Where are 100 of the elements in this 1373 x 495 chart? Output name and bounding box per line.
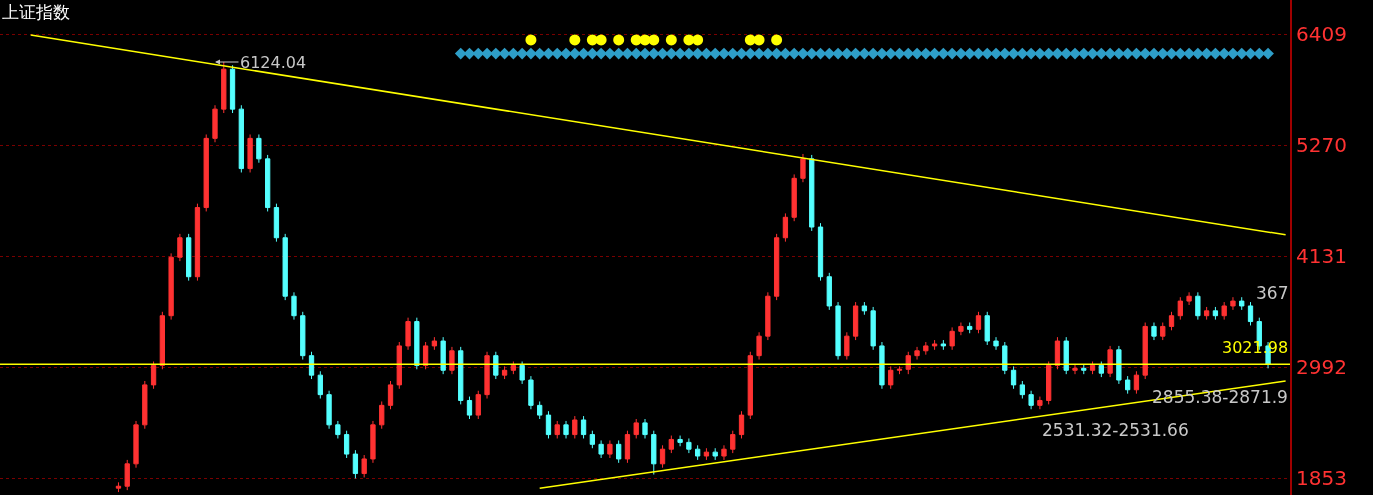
candlestick bbox=[493, 351, 499, 380]
candlestick bbox=[572, 415, 578, 439]
candlestick bbox=[168, 252, 174, 321]
candlestick bbox=[721, 444, 727, 461]
candlestick bbox=[229, 64, 236, 114]
y-tick-label: 6409 bbox=[1296, 22, 1347, 47]
candlestick bbox=[993, 336, 999, 351]
candlestick bbox=[791, 173, 797, 222]
candlestick bbox=[256, 133, 262, 164]
candlestick bbox=[1125, 375, 1131, 395]
candlestick bbox=[923, 341, 929, 356]
candlestick bbox=[475, 390, 481, 420]
candlestick bbox=[1221, 301, 1227, 321]
candlestick bbox=[247, 133, 253, 173]
candlestick bbox=[651, 430, 657, 476]
candlestick bbox=[1054, 336, 1061, 370]
candlestick bbox=[624, 430, 631, 464]
candlestick bbox=[194, 203, 201, 282]
candlestick bbox=[159, 311, 165, 370]
candlestick bbox=[940, 339, 947, 351]
candlestick bbox=[1133, 370, 1140, 395]
candlestick bbox=[1177, 296, 1183, 321]
candlestick bbox=[686, 437, 692, 454]
candlestick bbox=[642, 418, 648, 439]
candlestick bbox=[1072, 363, 1078, 375]
candlestick bbox=[221, 61, 227, 114]
annotation: 6124.04 bbox=[240, 53, 307, 72]
candlestick bbox=[879, 341, 885, 390]
candlestick bbox=[1212, 306, 1219, 321]
candlestick bbox=[273, 203, 280, 243]
candlestick bbox=[598, 439, 604, 459]
candlestick bbox=[817, 222, 824, 282]
annotation: 2531.32-2531.66 bbox=[1042, 420, 1189, 440]
candlestick bbox=[958, 322, 964, 336]
candlestick bbox=[984, 311, 990, 346]
candlestick bbox=[1142, 322, 1148, 380]
candlestick bbox=[826, 272, 832, 311]
candlestick bbox=[1247, 301, 1254, 326]
candlestick bbox=[809, 154, 815, 232]
candlestick bbox=[414, 317, 420, 370]
candlestick bbox=[519, 361, 525, 385]
candlestick bbox=[756, 331, 762, 361]
candlestick bbox=[695, 444, 701, 461]
candlestick bbox=[1107, 345, 1113, 378]
candlestick bbox=[659, 444, 666, 469]
candlestick bbox=[1195, 291, 1201, 321]
candlestick bbox=[1019, 380, 1025, 400]
candlestick bbox=[484, 351, 490, 400]
candlestick bbox=[888, 365, 894, 390]
candlestick bbox=[537, 400, 543, 420]
candlestick bbox=[1116, 345, 1122, 385]
candlestick bbox=[782, 212, 789, 243]
candlestick bbox=[1203, 306, 1210, 321]
y-tick-label: 5270 bbox=[1296, 133, 1347, 158]
candlestick bbox=[317, 370, 323, 400]
candlestick bbox=[545, 410, 552, 439]
candlestick bbox=[133, 420, 139, 469]
candlestick bbox=[563, 420, 569, 439]
candlestick bbox=[124, 459, 130, 491]
candlestick bbox=[738, 410, 745, 439]
candlestick bbox=[1160, 322, 1166, 341]
candlestick bbox=[1098, 361, 1104, 378]
candlestick bbox=[528, 375, 534, 410]
candlestick bbox=[142, 380, 148, 430]
candlestick bbox=[712, 447, 718, 461]
candlestick bbox=[1063, 336, 1069, 375]
annotation: 2855.38-2871.9 bbox=[1152, 387, 1288, 407]
candlestick bbox=[835, 301, 841, 361]
y-tick-label: 1853 bbox=[1296, 466, 1347, 491]
candlestick bbox=[870, 306, 876, 351]
candlestick bbox=[1037, 396, 1043, 410]
candlestick bbox=[361, 454, 367, 478]
chart-title: 上证指数 bbox=[2, 2, 70, 22]
candlestick bbox=[931, 339, 938, 351]
candlestick bbox=[265, 154, 271, 212]
candlestick bbox=[282, 233, 288, 301]
candlestick bbox=[396, 341, 402, 390]
candlestick bbox=[1028, 390, 1034, 410]
candlestick bbox=[730, 430, 736, 454]
candlestick bbox=[703, 447, 710, 461]
candlestick bbox=[607, 439, 613, 459]
y-tick-label: 2992 bbox=[1296, 355, 1347, 380]
candlestick bbox=[449, 346, 455, 375]
candlestick bbox=[949, 326, 955, 351]
candlestick bbox=[844, 331, 850, 361]
candlestick bbox=[212, 104, 218, 143]
candlestick bbox=[1230, 296, 1236, 311]
candlestick bbox=[896, 365, 903, 375]
candlestick bbox=[150, 361, 157, 390]
candlestick bbox=[616, 439, 622, 464]
candlestick bbox=[405, 317, 411, 351]
candlestick bbox=[668, 435, 674, 454]
candlestick bbox=[1081, 363, 1087, 375]
candlestick bbox=[765, 291, 771, 341]
candlestick bbox=[510, 361, 517, 375]
candlestick bbox=[186, 233, 192, 282]
candlestick bbox=[379, 400, 385, 430]
candlestick bbox=[387, 380, 394, 410]
candlestick bbox=[203, 133, 209, 212]
candlestick bbox=[466, 396, 473, 420]
